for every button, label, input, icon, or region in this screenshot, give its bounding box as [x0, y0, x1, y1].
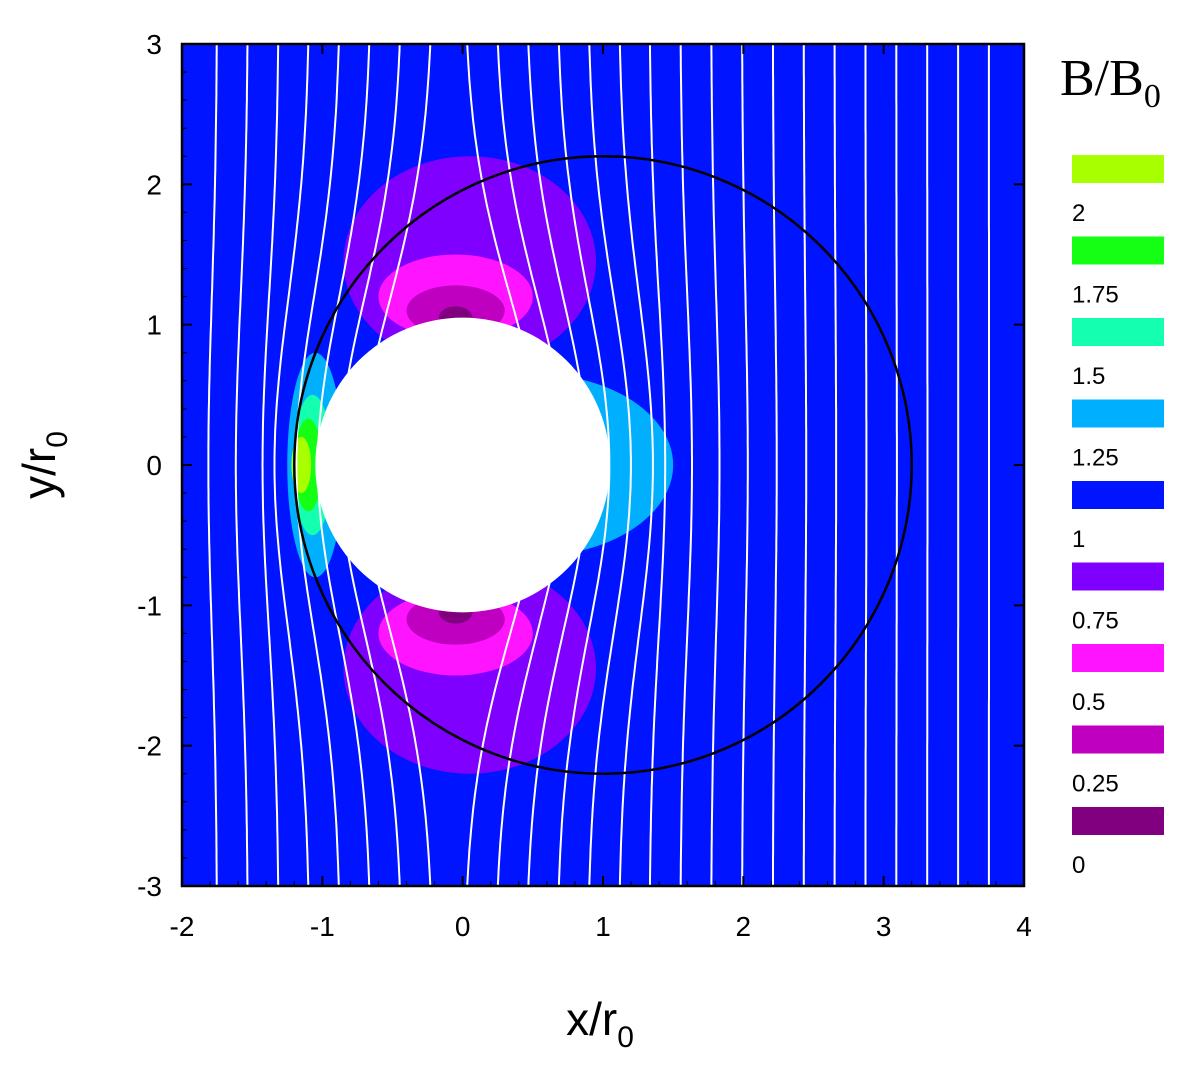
legend-label-6: 0.5: [1072, 689, 1105, 716]
y-tick-label: 0: [146, 450, 162, 481]
legend-label-3: 1.25: [1072, 445, 1119, 472]
legend-swatch-5: [1072, 562, 1164, 591]
x-tick-label: 3: [876, 911, 892, 942]
x-axis-ticks: -2 -1 0 1 2 3 4: [170, 44, 1032, 942]
y-tick-label: -1: [137, 590, 162, 621]
legend-swatch-6: [1072, 644, 1164, 672]
legend-swatch-8: [1072, 807, 1164, 835]
field-line-13: [618, 44, 654, 886]
legend-label-1: 1.75: [1072, 282, 1119, 309]
field-line-21: [864, 44, 868, 886]
x-axis-title: x/r0: [566, 993, 634, 1054]
x-tick-label: 0: [455, 911, 471, 942]
plot-area: [182, 44, 1024, 886]
legend-swatch-3: [1072, 399, 1164, 428]
field-line-12: [588, 44, 632, 886]
field-line-15: [679, 44, 693, 886]
y-tick-label: 3: [146, 29, 162, 60]
legend-label-0: 2: [1072, 200, 1085, 227]
field-line-19: [802, 44, 808, 886]
legend-label-5: 0.75: [1072, 608, 1119, 635]
obstacle-disk: [315, 317, 611, 613]
legend-title: B/B0: [1060, 50, 1161, 115]
field-line-18: [772, 44, 778, 886]
field-line-1: [234, 44, 249, 886]
y-tick-label: -3: [137, 871, 162, 902]
y-axis-ticks: -3 -2 -1 0 1 2 3: [137, 29, 1024, 902]
legend-swatch-0: [1072, 155, 1164, 183]
field-line-17: [741, 44, 749, 886]
x-tick-label: 4: [1016, 911, 1032, 942]
legend-label-2: 1.5: [1072, 363, 1105, 390]
legend-swatch-2: [1072, 318, 1164, 346]
field-line-4: [295, 44, 340, 886]
legend-label-7: 0.25: [1072, 771, 1119, 798]
y-axis-title: y/r0: [13, 431, 74, 499]
y-tick-label: 1: [146, 310, 162, 341]
field-line-16: [710, 44, 721, 886]
legend-label-8: 0: [1072, 852, 1085, 879]
y-tick-label: 2: [146, 169, 162, 200]
y-tick-label: -2: [137, 731, 162, 762]
colorbar-legend: B/B0 2 1.75 1.5 1.25 1 0.75 0.5 0.25 0: [1060, 50, 1164, 879]
x-tick-label: 1: [595, 911, 611, 942]
x-tick-label: -2: [170, 911, 195, 942]
field-line-22: [895, 44, 898, 886]
field-line-20: [833, 44, 838, 886]
legend-label-4: 1: [1072, 526, 1085, 553]
field-line-14: [649, 44, 667, 886]
legend-swatch-1: [1072, 236, 1164, 265]
legend-swatch-7: [1072, 725, 1164, 754]
legend-swatch-4: [1072, 481, 1164, 509]
field-line-3: [273, 44, 310, 886]
x-tick-label: -1: [310, 911, 335, 942]
field-line-2: [261, 44, 280, 886]
domain-circle: [293, 155, 913, 775]
field-line-0: [207, 44, 218, 886]
x-tick-label: 2: [736, 911, 752, 942]
